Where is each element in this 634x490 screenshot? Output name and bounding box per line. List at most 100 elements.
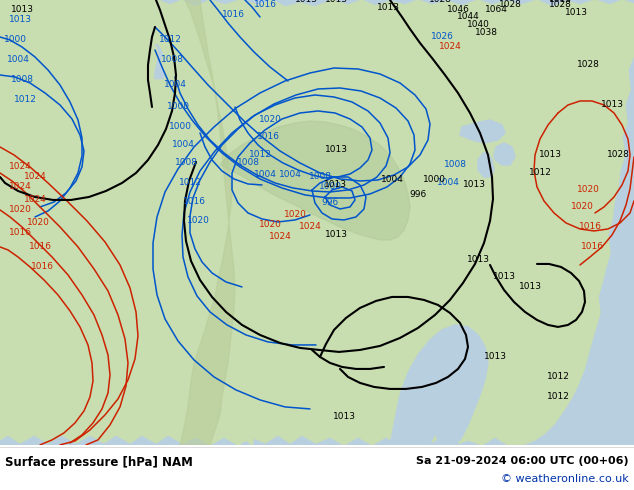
Text: © weatheronline.co.uk: © weatheronline.co.uk	[501, 474, 629, 484]
Text: 996: 996	[410, 191, 427, 199]
Text: 1008: 1008	[160, 55, 183, 65]
Text: 1024: 1024	[9, 182, 31, 192]
Text: 1013: 1013	[484, 352, 507, 362]
Text: 1024: 1024	[23, 172, 46, 181]
Text: 1026: 1026	[430, 32, 453, 42]
Polygon shape	[612, 75, 630, 97]
Text: Surface pressure [hPa] NAM: Surface pressure [hPa] NAM	[5, 457, 193, 469]
Text: 1013: 1013	[332, 413, 356, 421]
Text: 1012: 1012	[547, 372, 569, 381]
Text: 1012: 1012	[547, 392, 569, 401]
Text: 1013: 1013	[377, 3, 399, 13]
Text: 1028: 1028	[576, 60, 599, 70]
Polygon shape	[145, 43, 158, 63]
Text: 1000: 1000	[4, 35, 27, 45]
Text: 1064: 1064	[484, 5, 507, 15]
Polygon shape	[0, 0, 80, 67]
Text: 1008: 1008	[309, 172, 332, 181]
Text: 1000: 1000	[422, 175, 446, 184]
Text: 1028: 1028	[548, 0, 571, 9]
Text: 1013: 1013	[323, 180, 347, 190]
Text: 1016: 1016	[29, 243, 51, 251]
Text: 1013: 1013	[325, 146, 347, 154]
Text: 1013: 1013	[548, 0, 571, 4]
Text: 1024: 1024	[269, 232, 292, 242]
Text: 1013: 1013	[600, 100, 623, 109]
Text: 1024: 1024	[299, 222, 321, 231]
Text: 1004: 1004	[254, 171, 276, 179]
Text: 1013: 1013	[564, 8, 588, 18]
Text: Sa 21-09-2024 06:00 UTC (00+06): Sa 21-09-2024 06:00 UTC (00+06)	[417, 456, 629, 466]
Text: 1004: 1004	[437, 178, 460, 188]
Text: 1008: 1008	[236, 158, 259, 168]
Text: 1028: 1028	[607, 150, 630, 159]
Text: 1024: 1024	[439, 43, 462, 51]
Text: 1016: 1016	[581, 243, 604, 251]
Text: 1016: 1016	[257, 132, 280, 142]
Polygon shape	[180, 0, 235, 445]
Text: 1038: 1038	[474, 28, 498, 38]
Text: 1013: 1013	[467, 255, 489, 265]
Polygon shape	[460, 120, 505, 143]
Polygon shape	[494, 143, 515, 165]
Text: 1016: 1016	[183, 197, 205, 206]
Text: 1020: 1020	[571, 202, 593, 212]
Text: 1013: 1013	[8, 16, 32, 24]
Text: 1008: 1008	[11, 75, 34, 84]
Text: 1008: 1008	[444, 160, 467, 170]
Text: 1016: 1016	[30, 263, 53, 271]
Text: 1004: 1004	[6, 55, 29, 65]
Polygon shape	[390, 325, 488, 445]
Text: 1020: 1020	[283, 211, 306, 220]
Text: 1013: 1013	[493, 272, 515, 281]
Text: 1028: 1028	[498, 0, 521, 9]
Text: 1024: 1024	[23, 196, 46, 204]
Text: 1013: 1013	[325, 230, 347, 240]
Text: 1012: 1012	[158, 35, 181, 45]
Text: 1020: 1020	[186, 217, 209, 225]
Text: 1000: 1000	[318, 182, 342, 192]
Text: 1004: 1004	[380, 175, 403, 184]
Text: 1020: 1020	[9, 205, 32, 215]
Polygon shape	[140, 69, 154, 87]
Text: 996: 996	[321, 198, 339, 207]
Text: 1028: 1028	[429, 0, 451, 4]
Text: 1013: 1013	[11, 5, 34, 15]
Text: 1004: 1004	[164, 80, 186, 90]
Text: 1008: 1008	[174, 158, 198, 168]
Text: 1013: 1013	[538, 150, 562, 159]
Text: 1000: 1000	[167, 102, 190, 112]
Text: 1016: 1016	[254, 0, 276, 9]
Polygon shape	[478, 153, 494, 177]
Polygon shape	[480, 403, 520, 419]
Text: 1012: 1012	[179, 178, 202, 188]
Text: 1012: 1012	[249, 150, 271, 159]
Text: 1016: 1016	[221, 10, 245, 20]
Text: 1012: 1012	[529, 169, 552, 177]
Text: 1016: 1016	[8, 228, 32, 238]
Text: 1004: 1004	[172, 141, 195, 149]
Text: 1004: 1004	[278, 171, 301, 179]
Polygon shape	[155, 45, 164, 90]
Polygon shape	[510, 313, 542, 387]
Polygon shape	[0, 0, 634, 445]
Polygon shape	[138, 23, 152, 42]
Text: 1013: 1013	[295, 0, 318, 4]
Text: 1016: 1016	[578, 222, 602, 231]
Text: 1020: 1020	[576, 186, 599, 195]
Polygon shape	[220, 121, 410, 240]
Text: 1012: 1012	[13, 96, 36, 104]
Text: 1013: 1013	[519, 282, 541, 292]
Text: 1000: 1000	[169, 122, 191, 131]
Text: 1046: 1046	[446, 5, 469, 15]
Text: 1044: 1044	[456, 13, 479, 22]
Polygon shape	[240, 307, 258, 445]
Text: 1020: 1020	[259, 116, 281, 124]
Polygon shape	[148, 80, 170, 105]
Text: 1024: 1024	[9, 163, 31, 172]
Text: 1020: 1020	[27, 219, 49, 227]
Text: 1013: 1013	[325, 0, 347, 4]
Text: 1020: 1020	[259, 220, 281, 229]
Text: 1040: 1040	[467, 21, 489, 29]
Text: 1013: 1013	[462, 180, 486, 190]
